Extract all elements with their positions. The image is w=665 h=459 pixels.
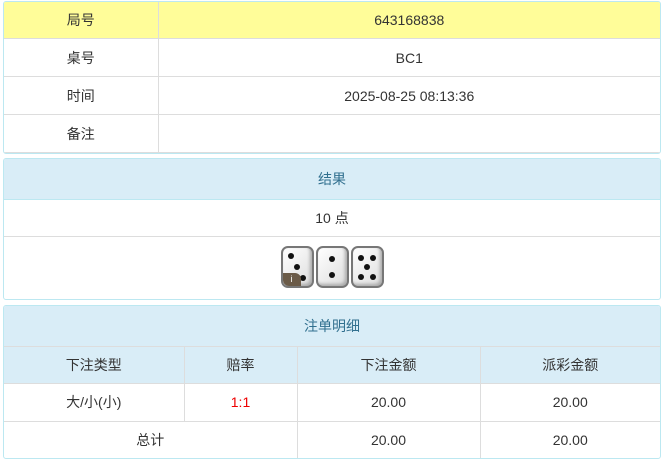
label: 时间 (4, 76, 159, 116)
total-row: 总计 20.00 20.00 (4, 420, 660, 458)
bet-details-panel: 注单明细 下注类型 赔率 下注金额 派彩金额 大/小(小) 1:1 20.00 … (3, 305, 661, 459)
bet-details-title: 注单明细 (4, 306, 660, 347)
odds: 1:1 (183, 383, 298, 422)
bet-type: 大/小(小) (4, 383, 185, 422)
pip (370, 254, 377, 261)
bet-amount: 20.00 (296, 383, 481, 422)
header-bet-type: 下注类型 (4, 347, 185, 385)
info-icon[interactable]: i (282, 273, 301, 286)
pip (287, 253, 294, 260)
die-2 (315, 246, 349, 288)
header-payout: 派彩金额 (479, 347, 660, 385)
bet-header-row: 下注类型 赔率 下注金额 派彩金额 (4, 347, 660, 385)
total-payout: 20.00 (479, 420, 660, 458)
value: 643168838 (157, 2, 660, 40)
label: 桌号 (4, 38, 159, 78)
pip (364, 264, 370, 270)
header-amount: 下注金额 (296, 347, 481, 385)
remark-row: 备注 (4, 114, 660, 153)
pip (294, 264, 300, 270)
round-number-row: 局号 643168838 (4, 2, 660, 40)
round-info-panel: 局号 643168838 桌号 BC1 时间 2025-08-25 08:13:36 … (3, 1, 661, 154)
payout: 20.00 (479, 383, 660, 422)
result-title: 结果 (4, 159, 660, 200)
dice-group: i (4, 246, 660, 288)
pip (300, 274, 307, 281)
total-label: 总计 (4, 420, 298, 458)
label: 备注 (4, 114, 159, 153)
pip (357, 273, 364, 280)
total-amount: 20.00 (296, 420, 481, 458)
pip (357, 254, 364, 261)
die-5 (350, 246, 384, 288)
label: 局号 (4, 2, 159, 40)
dice-row: i (4, 237, 660, 299)
header-odds: 赔率 (183, 347, 298, 385)
pip (329, 255, 335, 262)
table-row: 大/小(小) 1:1 20.00 20.00 (4, 383, 660, 422)
table-number-row: 桌号 BC1 (4, 38, 660, 78)
pip (329, 272, 335, 279)
value (157, 114, 660, 153)
time-row: 时间 2025-08-25 08:13:36 (4, 76, 660, 116)
result-points: 10 点 (4, 200, 660, 237)
die-3: i (280, 246, 314, 288)
value: BC1 (157, 38, 660, 78)
pip (370, 273, 377, 280)
result-panel: 结果 10 点 i (3, 158, 661, 300)
value: 2025-08-25 08:13:36 (157, 76, 660, 116)
